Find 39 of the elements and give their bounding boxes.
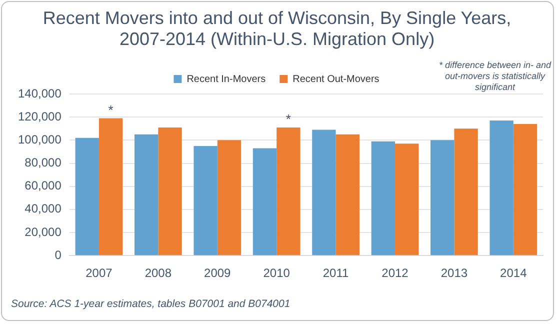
legend-label: Recent Out-Movers <box>292 74 380 85</box>
bar <box>158 127 182 256</box>
bar <box>217 140 242 256</box>
x-tick-label: 2011 <box>322 266 350 280</box>
text: * difference between in- and out-movers is statistically significant <box>438 60 552 93</box>
y-tick-label: 20,000 <box>24 224 62 239</box>
chart-title: Recent Movers into and out of Wisconsin, By Single Years, 2007-2014 (Within-U.S. Migration Only) <box>42 8 512 50</box>
bar <box>490 120 514 256</box>
bar <box>252 148 277 256</box>
y-tick-label: 40,000 <box>24 202 62 216</box>
y-tick-label: 60,000 <box>24 178 62 193</box>
bar <box>98 118 123 256</box>
y-tick-label: 80,000 <box>24 156 62 170</box>
x-tick-label: 2007 <box>86 266 113 280</box>
y-tick-label: 100,000 <box>18 132 62 146</box>
bar <box>75 138 99 256</box>
bar <box>394 144 419 256</box>
annotation: * <box>286 112 291 127</box>
x-tick-label: 2008 <box>144 266 172 280</box>
x-tick-label: 2012 <box>382 266 409 280</box>
annotation: * <box>108 102 114 118</box>
x-tick-label: 2009 <box>204 266 232 280</box>
y-tick-label: 140,000 <box>18 86 62 100</box>
bar <box>371 141 395 256</box>
x-tick-label: 2014 <box>500 266 528 280</box>
source-note: Source: ACS 1-year estimates, tables B07001 and B074001 <box>11 298 290 310</box>
bar <box>134 134 158 256</box>
y-tick-label: 0 <box>54 248 62 262</box>
bar <box>276 127 300 256</box>
x-tick-label: 2010 <box>263 266 290 280</box>
bar <box>454 128 478 256</box>
bar <box>513 124 538 256</box>
bar <box>336 134 360 256</box>
legend-label: Recent In-Movers <box>186 74 266 85</box>
bar <box>430 140 454 256</box>
bar <box>194 146 218 256</box>
bar <box>312 130 336 256</box>
y-tick-label: 120,000 <box>18 109 62 124</box>
x-tick-label: 2013 <box>440 266 468 280</box>
